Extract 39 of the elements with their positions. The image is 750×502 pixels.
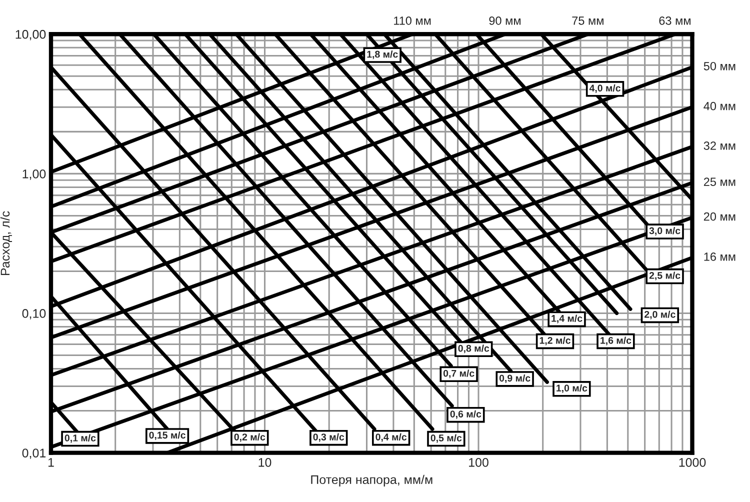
series-label: 50 мм [704, 62, 736, 70]
annotation: 2,5 м/с [649, 272, 680, 280]
y-tick-label: 10,00 [16, 30, 46, 40]
annotation: 0,9 м/с [499, 374, 530, 384]
annotation: 0,2 м/с [234, 433, 266, 442]
y-tick-label: 0,01 [22, 448, 46, 459]
series-label: 20 мм [704, 212, 736, 221]
annotation: 0,5 м/с [430, 434, 462, 443]
series-label: 32 мм [704, 142, 736, 150]
series-label: 63 мм [659, 16, 690, 25]
series-label: 110 мм [394, 16, 431, 25]
x-tick-label: 100 [469, 458, 488, 467]
annotation: 1,6 м/с [600, 336, 632, 346]
annotation: 0,15 м/с [149, 431, 186, 440]
annotation: 0,8 м/с [458, 344, 490, 354]
x-axis-title: Потеря напора, мм/м [311, 474, 432, 487]
annotation: 4,0 м/с [589, 84, 621, 93]
x-tick-label: 1000 [679, 458, 706, 467]
series-label: 90 мм [489, 16, 520, 25]
series-label: 16 мм [704, 252, 736, 261]
annotation: 0,4 м/с [376, 433, 407, 442]
x-tick-label: 10 [258, 458, 272, 467]
annotation: 0,7 м/с [443, 370, 474, 378]
annotation: 1,8 м/с [367, 50, 398, 60]
annotation: 0,3 м/с [313, 433, 344, 442]
annotation: 3,0 м/с [649, 227, 680, 236]
annotation: 0,6 м/с [450, 410, 482, 419]
annotation: 1,0 м/с [556, 384, 588, 393]
annotation: 1,2 м/с [540, 336, 570, 346]
series-label: 25 мм [704, 178, 736, 186]
annotation: 1,4 м/с [552, 314, 582, 324]
series-label: 75 мм [572, 16, 604, 25]
y-tick-label: 0,10 [22, 309, 46, 320]
series-label: 40 мм [704, 102, 736, 110]
annotation: 0,1 м/с [64, 434, 96, 443]
y-tick-label: 1,00 [22, 169, 46, 180]
annotation: 2,0 м/с [644, 310, 676, 320]
x-tick-label: 1 [48, 458, 54, 467]
y-axis-title: Расход, л/с [0, 211, 12, 276]
